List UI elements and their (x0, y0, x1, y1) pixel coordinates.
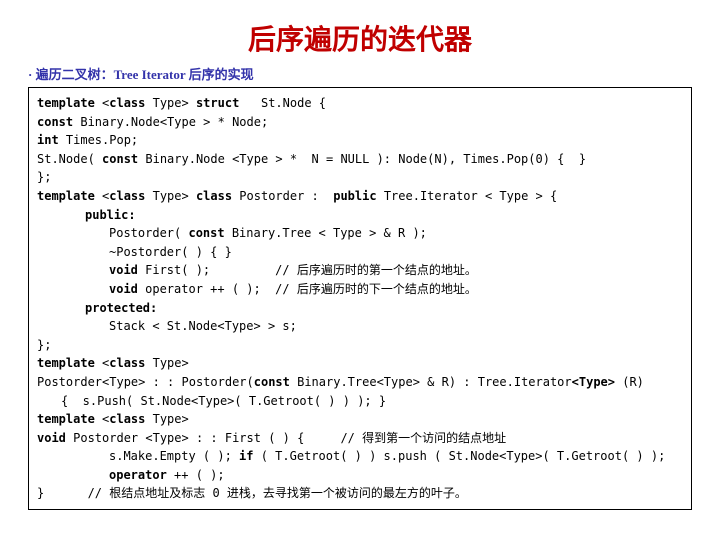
code-line: template <class Type> struct St.Node { (37, 94, 683, 113)
slide-container: 后序遍历的迭代器 · 遍历二叉树：Tree Iterator 后序的实现 tem… (0, 0, 720, 540)
code-line: ~Postorder( ) { } (37, 243, 683, 262)
code-line: operator ++ ( ); (37, 466, 683, 485)
code-line: protected: (37, 299, 683, 318)
code-line: }; (37, 168, 683, 187)
code-box: template <class Type> struct St.Node {co… (28, 87, 692, 510)
code-line: void operator ++ ( ); // 后序遍历时的下一个结点的地址。 (37, 280, 683, 299)
code-line: void Postorder <Type> : : First ( ) { //… (37, 429, 683, 448)
code-line: int Times.Pop; (37, 131, 683, 150)
code-line: void First( ); // 后序遍历时的第一个结点的地址。 (37, 261, 683, 280)
code-line: template <class Type> (37, 410, 683, 429)
code-line: template <class Type> class Postorder : … (37, 187, 683, 206)
code-line: Stack < St.Node<Type> > s; (37, 317, 683, 336)
code-line: Postorder<Type> : : Postorder(const Bina… (37, 373, 683, 392)
code-line: template <class Type> (37, 354, 683, 373)
code-line: }; (37, 336, 683, 355)
code-line: public: (37, 206, 683, 225)
code-line: const Binary.Node<Type > * Node; (37, 113, 683, 132)
code-line: St.Node( const Binary.Node <Type > * N =… (37, 150, 683, 169)
slide-subtitle: · 遍历二叉树：Tree Iterator 后序的实现 (28, 64, 692, 83)
code-line: Postorder( const Binary.Tree < Type > & … (37, 224, 683, 243)
code-line: s.Make.Empty ( ); if ( T.Getroot( ) ) s.… (37, 447, 683, 466)
code-line: { s.Push( St.Node<Type>( T.Getroot( ) ) … (37, 392, 683, 411)
code-line: } // 根结点地址及标志 0 进栈，去寻找第一个被访问的最左方的叶子。 (37, 484, 683, 503)
slide-title: 后序遍历的迭代器 (28, 18, 692, 58)
